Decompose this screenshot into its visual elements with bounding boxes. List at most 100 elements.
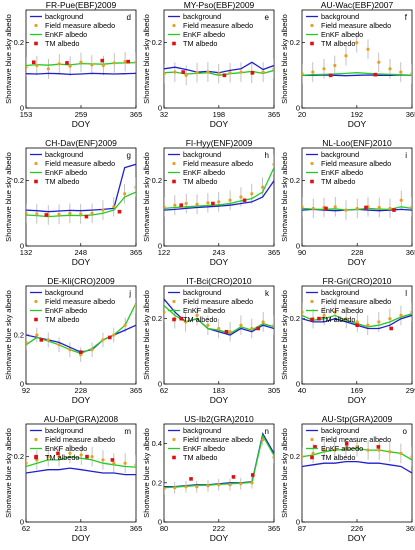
plot-frame <box>301 9 413 109</box>
legend-label: Field measure albedo <box>45 435 115 444</box>
field-point <box>228 198 232 202</box>
field-point <box>134 60 136 64</box>
field-point <box>173 203 177 207</box>
legend-label: background <box>321 288 359 297</box>
y-tick-label: 0 <box>158 380 162 389</box>
field-point <box>184 485 188 489</box>
x-tick-label: 92 <box>22 386 30 395</box>
panel-letter: e <box>265 13 270 22</box>
x-tick-label: 243 <box>213 248 226 257</box>
legend-label: TM albedo <box>321 39 355 48</box>
field-point <box>134 304 136 308</box>
tm-point <box>181 70 185 74</box>
y-tick-label: 0 <box>20 104 24 113</box>
x-axis-label: DOY <box>72 119 91 129</box>
y-axis-label: Shortwave blue sky albedo <box>4 14 13 104</box>
panel-title: AU-DaP(GRA)2008 <box>44 414 118 424</box>
x-tick-label: 365 <box>130 386 143 395</box>
legend-swatch-field <box>172 23 176 28</box>
x-tick-label: 90 <box>298 248 306 257</box>
panel-title: DE-Kli(CRO)2009 <box>47 276 115 286</box>
legend-swatch-tm <box>310 179 314 184</box>
y-tick-label: 0 <box>296 104 300 113</box>
data-layer <box>164 59 274 86</box>
y-tick-label: 0 <box>296 518 300 527</box>
field-point <box>399 451 403 455</box>
field-point <box>261 320 265 324</box>
tm-point <box>126 59 131 64</box>
legend-label: Field measure albedo <box>321 159 391 168</box>
x-tick-label: 365 <box>130 524 143 533</box>
field-point <box>68 211 72 215</box>
field-point <box>68 451 72 455</box>
x-tick-label: 132 <box>20 248 33 257</box>
field-point <box>46 455 50 459</box>
legend-label: Field measure albedo <box>183 21 253 30</box>
field-point <box>355 320 359 324</box>
field-point <box>123 192 127 196</box>
field-point <box>90 455 94 459</box>
legend-label: background <box>45 426 83 435</box>
panel-title: FR-Gri(CRO)2010 <box>323 276 392 286</box>
legend-label: Field measure albedo <box>45 21 115 30</box>
field-point <box>90 211 94 215</box>
field-point <box>57 455 61 459</box>
field-point <box>261 438 265 442</box>
x-tick-label: 213 <box>75 524 88 533</box>
tm-point <box>108 335 112 340</box>
x-tick-label: 80 <box>160 524 168 533</box>
field-point <box>344 317 348 321</box>
legend-swatch-field <box>310 299 314 304</box>
legend-label: Field measure albedo <box>183 159 253 168</box>
field-point <box>173 486 177 490</box>
legend-swatch-field <box>310 161 314 166</box>
x-tick-label: 365 <box>406 110 415 119</box>
field-point <box>46 338 50 342</box>
panel-letter: f <box>405 13 408 22</box>
field-point <box>101 63 105 68</box>
field-point <box>311 206 315 211</box>
y-axis-label: Shortwave blue sky albedo <box>280 428 289 518</box>
legend-swatch-tm <box>172 179 176 184</box>
legend-label: Field measure albedo <box>45 159 115 168</box>
panel-letter: i <box>405 151 407 160</box>
field-point <box>344 54 348 58</box>
field-point <box>26 65 28 69</box>
field-point <box>26 340 28 344</box>
field-point <box>228 71 232 75</box>
field-point <box>79 453 83 457</box>
tm-point <box>179 203 184 207</box>
field-point <box>302 72 304 76</box>
x-tick-label: 40 <box>298 386 306 395</box>
y-tick-label: 0.4 <box>152 439 162 448</box>
y-axis-label: Shortwave blue sky albedo <box>142 428 151 518</box>
legend-label: TM albedo <box>183 315 217 324</box>
y-tick-label: 0.2 <box>14 176 24 185</box>
data-layer <box>164 154 274 217</box>
legend-label: TM albedo <box>321 177 355 186</box>
field-point <box>134 463 136 467</box>
enkf-line <box>302 72 412 76</box>
field-point <box>206 70 210 74</box>
field-point <box>399 198 403 202</box>
data-layer <box>164 432 274 495</box>
chart-panel-k: IT-Bci(CRO)2010 k 62 183 305 0 0.2 DOY Shortwave… <box>142 276 280 405</box>
y-axis-label: Shortwave blue sky albedo <box>142 14 151 104</box>
legend-label: Field measure albedo <box>321 297 391 306</box>
field-point <box>35 212 39 216</box>
tm-point <box>313 445 317 449</box>
tm-point <box>222 73 227 78</box>
x-axis-label: DOY <box>348 533 367 543</box>
chart-panel-o: AU-Stp(GRA)2009 o 87 226 365 0 0.2 DOY Shortwave… <box>280 414 415 543</box>
x-tick-label: 365 <box>406 524 415 533</box>
field-point <box>377 60 381 64</box>
x-axis-label: DOY <box>210 119 229 129</box>
x-tick-label: 62 <box>160 386 168 395</box>
tm-point <box>344 441 349 446</box>
legend-label: TM albedo <box>321 315 355 324</box>
x-axis-label: DOY <box>72 533 91 543</box>
